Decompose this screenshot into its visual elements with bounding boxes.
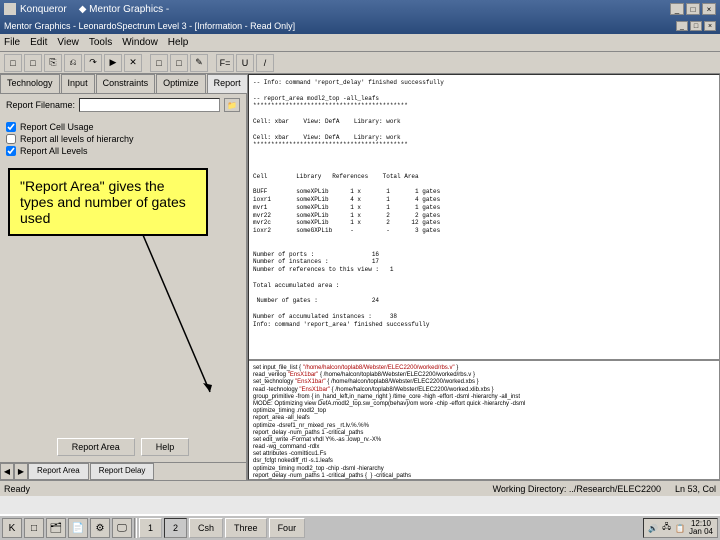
toolbar-btn-2[interactable]: ⎘ — [44, 54, 62, 72]
toolbar: □□⎘⎌↷▶✕□□✎F=U/ — [0, 52, 720, 74]
check-row-2: Report All Levels — [6, 146, 240, 156]
taskbar-btn-4[interactable]: Four — [269, 518, 306, 538]
tray-icon-0[interactable]: 🔊 — [648, 524, 658, 533]
tab-next[interactable]: ▶ — [14, 463, 28, 480]
menu-window[interactable]: Window — [122, 37, 158, 48]
toolbar-btn-12[interactable]: F= — [216, 54, 234, 72]
outer-title: Konqueror — [20, 4, 67, 15]
toolbar-btn-5[interactable]: ▶ — [104, 54, 122, 72]
child-minimize-button[interactable]: _ — [676, 21, 688, 31]
report-area-button[interactable]: Report Area — [57, 438, 135, 456]
child-close-button[interactable]: × — [704, 21, 716, 31]
toolbar-btn-9[interactable]: □ — [170, 54, 188, 72]
mentor-label: ◆ Mentor Graphics - — [79, 4, 170, 15]
app-icon — [4, 3, 16, 15]
toolbar-btn-3[interactable]: ⎌ — [64, 54, 82, 72]
status-wd: Working Directory: ../Research/ELEC2200 — [493, 484, 661, 494]
toolbar-btn-1[interactable]: □ — [24, 54, 42, 72]
toolbar-btn-8[interactable]: □ — [150, 54, 168, 72]
toolbar-btn-0[interactable]: □ — [4, 54, 22, 72]
taskbar-btn-2[interactable]: Csh — [189, 518, 223, 538]
menubar: File Edit View Tools Window Help — [0, 34, 720, 52]
report-output: -- Info: command 'report_delay' finished… — [249, 75, 719, 359]
checkbox-1[interactable] — [6, 134, 16, 144]
taskbar-icon-5[interactable]: 🖵 — [112, 518, 132, 538]
taskbar: K□🗂📄⚙🖵12CshThreeFour🔊🖧📋12:10Jan 04 — [0, 514, 720, 540]
taskbar-icon-1[interactable]: □ — [24, 518, 44, 538]
check-group: Report Cell Usage Report all levels of hi… — [0, 116, 246, 162]
status-ready: Ready — [4, 484, 30, 494]
help-button[interactable]: Help — [141, 438, 190, 456]
toolbar-btn-6[interactable]: ✕ — [124, 54, 142, 72]
status-ln: Ln 53, Col — [675, 484, 716, 494]
menu-help[interactable]: Help — [168, 37, 189, 48]
tray-icon-1[interactable]: 🖧 — [662, 521, 671, 535]
annotation-callout: "Report Area" gives the types and number… — [8, 168, 208, 236]
taskbar-icon-2[interactable]: 🗂 — [46, 518, 66, 538]
menu-tools[interactable]: Tools — [89, 37, 112, 48]
clock-date: Jan 04 — [689, 528, 713, 536]
tab-technology[interactable]: Technology — [0, 74, 60, 93]
tab-report-delay[interactable]: Report Delay — [90, 463, 155, 480]
toolbar-btn-4[interactable]: ↷ — [84, 54, 102, 72]
action-buttons: Report Area Help — [0, 432, 246, 462]
config-tabs: TechnologyInputConstraintsOptimizeReport… — [0, 74, 246, 94]
outer-titlebar: Konqueror ◆ Mentor Graphics - _ □ × — [0, 0, 720, 18]
inner-titlebar: Mentor Graphics - LeonardoSpectrum Level… — [0, 18, 720, 34]
taskbar-btn-1[interactable]: 2 — [164, 518, 187, 538]
tab-input[interactable]: Input — [61, 74, 95, 93]
child-maximize-button[interactable]: □ — [690, 21, 702, 31]
check-label-0: Report Cell Usage — [20, 122, 94, 132]
checkbox-2[interactable] — [6, 146, 16, 156]
taskbar-icon-0[interactable]: K — [2, 518, 22, 538]
browse-button[interactable]: 📁 — [224, 98, 240, 112]
taskbar-icon-4[interactable]: ⚙ — [90, 518, 110, 538]
menu-view[interactable]: View — [57, 37, 79, 48]
left-panel: TechnologyInputConstraintsOptimizeReport… — [0, 74, 248, 480]
toolbar-btn-14[interactable]: / — [256, 54, 274, 72]
tab-report-area[interactable]: Report Area — [28, 463, 89, 480]
filename-input[interactable] — [79, 98, 220, 112]
taskbar-icon-3[interactable]: 📄 — [68, 518, 88, 538]
toolbar-btn-10[interactable]: ✎ — [190, 54, 208, 72]
tab-prev[interactable]: ◀ — [0, 463, 14, 480]
tray-icon-2[interactable]: 📋 — [675, 524, 685, 533]
check-label-2: Report All Levels — [20, 146, 88, 156]
statusbar: Ready Working Directory: ../Research/ELE… — [0, 480, 720, 496]
tab-optimize[interactable]: Optimize — [156, 74, 206, 93]
tab-constraints[interactable]: Constraints — [96, 74, 156, 93]
menu-edit[interactable]: Edit — [30, 37, 47, 48]
maximize-button[interactable]: □ — [686, 3, 700, 15]
filename-row: Report Filename: 📁 — [0, 94, 246, 116]
taskbar-btn-0[interactable]: 1 — [139, 518, 162, 538]
system-tray: 🔊🖧📋12:10Jan 04 — [643, 518, 718, 538]
main-area: TechnologyInputConstraintsOptimizeReport… — [0, 74, 720, 480]
command-log: set input_file_list { "/home/halcon/topl… — [249, 359, 719, 479]
close-button[interactable]: × — [702, 3, 716, 15]
filename-label: Report Filename: — [6, 100, 75, 110]
checkbox-0[interactable] — [6, 122, 16, 132]
check-row-1: Report all levels of hierarchy — [6, 134, 240, 144]
bottom-tabs: ◀ ▶ Report Area Report Delay — [0, 462, 246, 480]
menu-file[interactable]: File — [4, 37, 20, 48]
check-row-0: Report Cell Usage — [6, 122, 240, 132]
toolbar-btn-13[interactable]: U — [236, 54, 254, 72]
inner-title: Mentor Graphics - LeonardoSpectrum Level… — [4, 21, 295, 31]
minimize-button[interactable]: _ — [670, 3, 684, 15]
check-label-1: Report all levels of hierarchy — [20, 134, 134, 144]
right-panel: -- Info: command 'report_delay' finished… — [248, 74, 720, 480]
taskbar-btn-3[interactable]: Three — [225, 518, 267, 538]
tab-report[interactable]: Report — [207, 74, 248, 93]
